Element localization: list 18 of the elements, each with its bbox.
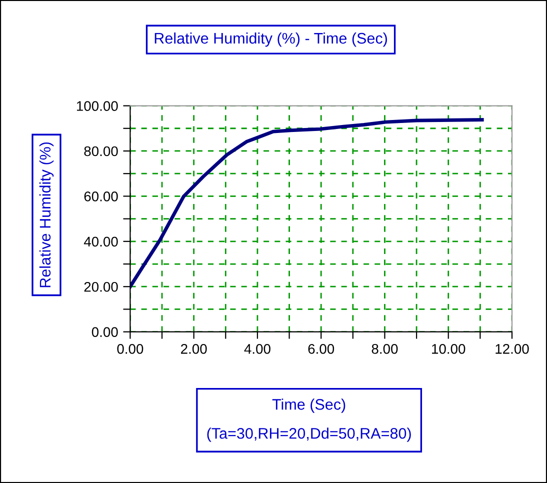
y-tick-label: 80.00 xyxy=(84,146,118,156)
y-tick-label: 40.00 xyxy=(84,236,118,247)
text: (Ta=30,RH=20,Dd=50,RA=80) xyxy=(207,428,411,442)
x-tick-label: 0.00 xyxy=(117,344,144,354)
line-series xyxy=(130,118,484,288)
x-tick-label: 6.00 xyxy=(308,344,334,354)
y-tick-label: 0.00 xyxy=(92,327,118,337)
y-axis-title: Relative Humidity (%) xyxy=(39,142,54,288)
y-tick-label: 60.00 xyxy=(84,192,118,202)
x-tick-label: 8.00 xyxy=(372,344,398,354)
y-tick-label: 100.00 xyxy=(76,101,118,111)
x-tick-label: 4.00 xyxy=(244,344,270,354)
y-tick-label: 20.00 xyxy=(84,282,118,292)
x-tick-label: 10.00 xyxy=(432,344,466,354)
x-tick-label: 12.00 xyxy=(496,344,529,354)
chart-title: Relative Humidity (%) - Time (Sec) xyxy=(154,32,387,47)
x-axis-title: Time (Sec) xyxy=(272,398,346,413)
x-tick-label: 2.00 xyxy=(181,344,207,354)
